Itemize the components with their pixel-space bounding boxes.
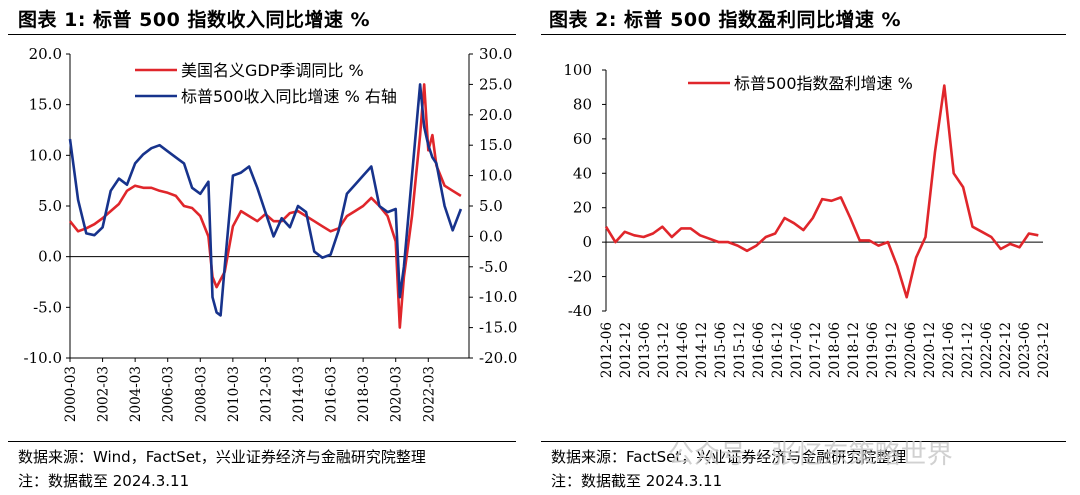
- y-tick-label: 100: [563, 61, 592, 79]
- x-tick-label: 2021-12: [960, 322, 976, 378]
- right-y-tick-label: 15.0: [479, 136, 512, 154]
- x-tick-label: 2022-03: [421, 366, 437, 422]
- left-y-tick-label: 10.0: [29, 146, 62, 164]
- x-tick-label: 2020-12: [922, 322, 938, 378]
- x-tick-label: 2014-06: [675, 322, 691, 378]
- legend-label: 标普500指数盈利增速 %: [734, 74, 913, 93]
- x-tick-label: 2012-03: [258, 366, 274, 422]
- x-tick-label: 2014-03: [291, 366, 307, 422]
- right-chart-title: 图表 2: 标普 500 指数盈利同比增速 %: [549, 9, 902, 31]
- y-tick-label: -20: [568, 268, 592, 286]
- x-tick-label: 2020-03: [389, 366, 405, 422]
- y-tick-label: -40: [568, 302, 592, 320]
- left-y-tick-label: 15.0: [29, 96, 62, 114]
- left-title-rule: [8, 34, 516, 35]
- x-tick-label: 2006-03: [161, 366, 177, 422]
- x-tick-label: 2014-12: [694, 322, 710, 378]
- y-tick-label: 60: [573, 130, 592, 148]
- x-tick-label: 2023-12: [1036, 322, 1052, 378]
- y-tick-label: 80: [573, 95, 592, 113]
- x-tick-label: 2012-06: [599, 322, 615, 378]
- gdp-growth-series-line: [68, 83, 462, 329]
- right-note-text: 注：数据截至 2024.3.11: [551, 472, 723, 490]
- x-tick-label: 2017-06: [789, 322, 805, 378]
- x-tick-label: 2018-06: [827, 322, 843, 378]
- right-source-text: 数据来源：FactSet，兴业证券经济与金融研究院整理: [551, 448, 907, 466]
- x-tick-label: 2019-12: [884, 322, 900, 378]
- y-tick-label: 0: [582, 233, 592, 251]
- left-y-tick-label: 5.0: [38, 197, 62, 215]
- x-tick-label: 2023-06: [1017, 322, 1033, 378]
- x-tick-label: 2015-06: [713, 322, 729, 378]
- x-tick-label: 2018-03: [356, 366, 372, 422]
- x-tick-label: 2022-12: [998, 322, 1014, 378]
- right-y-tick-label: -20.0: [479, 349, 517, 367]
- x-tick-label: 2022-06: [979, 322, 995, 378]
- x-tick-label: 2016-12: [770, 322, 786, 378]
- x-tick-label: 2016-03: [324, 366, 340, 422]
- x-tick-label: 2013-12: [656, 322, 672, 378]
- right-y-tick-label: 25.0: [479, 75, 512, 93]
- y-tick-label: 40: [573, 164, 592, 182]
- left-source-text: 数据来源：Wind，FactSet，兴业证券经济与金融研究院整理: [18, 448, 426, 466]
- x-tick-label: 2021-06: [941, 322, 957, 378]
- left-y-tick-label: -5.0: [33, 298, 62, 316]
- x-tick-label: 2019-06: [865, 322, 881, 378]
- right-y-tick-label: 30.0: [479, 45, 512, 63]
- watermark: 公众号 · 张忆东策略世界: [668, 440, 953, 470]
- sp500-revenue-series-line: [68, 83, 463, 317]
- x-tick-label: 2015-12: [732, 322, 748, 378]
- x-tick-label: 2002-03: [96, 366, 112, 422]
- right-title-rule: [541, 34, 1066, 35]
- left-y-tick-label: 0.0: [38, 248, 62, 266]
- x-tick-label: 2013-06: [637, 322, 653, 378]
- x-tick-label: 2010-03: [226, 366, 242, 422]
- x-tick-label: 2004-03: [128, 366, 144, 422]
- legend-label: 美国名义GDP季调同比 %: [181, 61, 364, 80]
- x-tick-label: 2017-12: [808, 322, 824, 378]
- right-y-tick-label: -10.0: [479, 288, 517, 306]
- x-tick-label: 2020-06: [903, 322, 919, 378]
- left-y-tick-label: 20.0: [29, 45, 62, 63]
- left-y-tick-label: -10.0: [24, 349, 62, 367]
- right-source-rule: [541, 441, 1066, 442]
- right-y-tick-label: 10.0: [479, 167, 512, 185]
- x-tick-label: 2012-12: [618, 322, 634, 378]
- right-y-tick-label: -15.0: [479, 319, 517, 337]
- right-y-tick-label: 20.0: [479, 106, 512, 124]
- x-tick-label: 2016-06: [751, 322, 767, 378]
- earnings-growth-series-line: [604, 84, 1039, 299]
- right-y-tick-label: 5.0: [479, 197, 503, 215]
- x-tick-label: 2000-03: [63, 366, 79, 422]
- y-tick-label: 20: [573, 199, 592, 217]
- left-source-rule: [8, 441, 516, 442]
- legend-label: 标普500收入同比增速 % 右轴: [181, 87, 397, 106]
- left-chart-title: 图表 1: 标普 500 指数收入同比增速 %: [18, 9, 371, 31]
- x-tick-label: 2018-12: [846, 322, 862, 378]
- right-y-tick-label: -5.0: [479, 258, 508, 276]
- right-y-tick-label: 0.0: [479, 227, 503, 245]
- x-tick-label: 2008-03: [193, 366, 209, 422]
- left-note-text: 注：数据截至 2024.3.11: [18, 472, 190, 490]
